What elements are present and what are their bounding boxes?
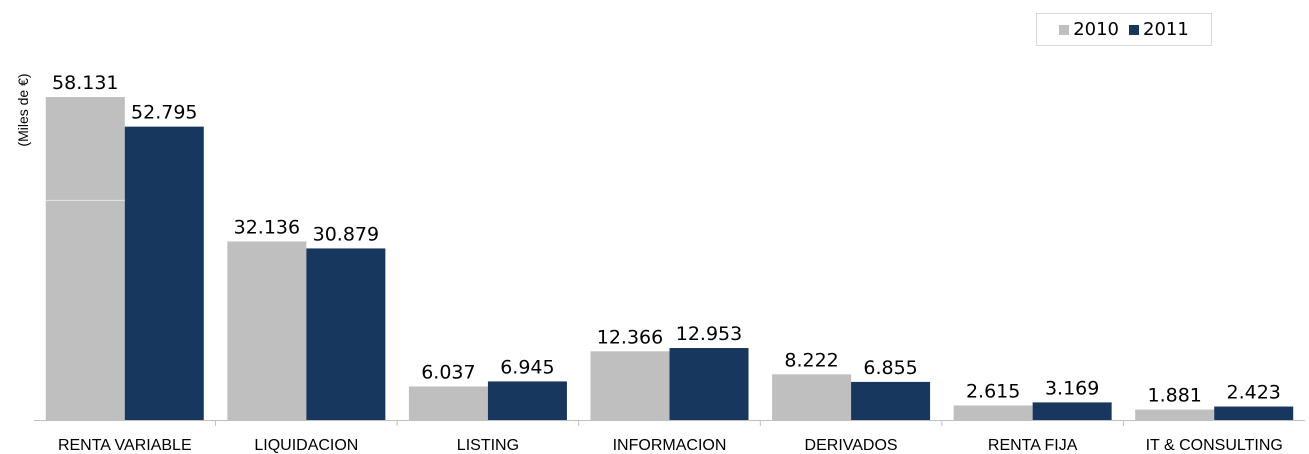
value-labels-group: 58.131 52.795 32.136 30.879 6.037 6.945 12.366… [52, 72, 1281, 407]
legend-item-2011: 2011 [1129, 19, 1189, 40]
value-label-listing-2010: 6.037 [421, 361, 475, 383]
legend-swatch-2011 [1129, 24, 1139, 35]
value-label-it-consulting-2011: 2.423 [1227, 382, 1281, 404]
category-label-it-consulting: IT & CONSULTING [1146, 437, 1283, 454]
legend-label-2011: 2011 [1143, 19, 1189, 40]
value-label-derivados-2010: 8.222 [784, 349, 838, 371]
category-label-renta-fija: RENTA FIJA [988, 437, 1078, 454]
y-axis-title: (Miles de €) [8, 40, 38, 180]
value-label-informacion-2011: 12.953 [676, 323, 742, 345]
bar-renta-fija-2010 [953, 405, 1033, 420]
value-label-it-consulting-2010: 1.881 [1148, 385, 1202, 407]
value-label-derivados-2011: 6.855 [863, 357, 917, 379]
value-label-listing-2011: 6.945 [500, 356, 554, 378]
legend: 2010 2011 [1036, 13, 1212, 46]
bar-informacion-2011 [669, 348, 749, 420]
bar-liquidacion-2010 [227, 241, 307, 420]
x-axis-ticks [215, 420, 1124, 426]
value-label-renta-fija-2011: 3.169 [1045, 377, 1099, 399]
value-label-renta-fija-2010: 2.615 [966, 380, 1020, 402]
legend-item-2010: 2010 [1059, 19, 1119, 40]
bar-listing-2010 [408, 386, 488, 420]
category-label-listing: LISTING [457, 437, 519, 454]
bar-liquidacion-2011 [306, 248, 386, 420]
category-labels-group: RENTA VARIABLE LIQUIDACION LISTING INFORMAC… [58, 437, 1283, 454]
value-label-renta-variable-2011: 52.795 [131, 102, 197, 124]
category-label-derivados: DERIVADOS [805, 437, 898, 454]
legend-swatch-2010 [1059, 24, 1070, 35]
value-label-informacion-2010: 12.366 [597, 326, 663, 348]
legend-label-2010: 2010 [1073, 19, 1119, 40]
bar-renta-variable-2011 [124, 126, 204, 420]
category-label-renta-variable: RENTA VARIABLE [58, 437, 192, 454]
bars-group [45, 97, 1294, 420]
bar-it-consulting-2010 [1135, 409, 1215, 420]
category-label-informacion: INFORMACION [613, 437, 727, 454]
bar-renta-variable-2010 [45, 97, 125, 420]
bar-it-consulting-2011 [1214, 406, 1294, 420]
value-label-renta-variable-2010: 58.131 [52, 72, 118, 94]
value-label-liquidacion-2010: 32.136 [234, 216, 300, 238]
bar-informacion-2010 [590, 351, 670, 420]
y-axis-title-text: (Miles de €) [15, 73, 31, 147]
bar-derivados-2010 [772, 374, 852, 420]
bar-renta-fija-2011 [1032, 402, 1112, 420]
bar-derivados-2011 [851, 381, 931, 420]
category-label-liquidacion: LIQUIDACION [254, 437, 358, 454]
bar-listing-2011 [487, 381, 567, 420]
value-label-liquidacion-2011: 30.879 [313, 223, 379, 245]
